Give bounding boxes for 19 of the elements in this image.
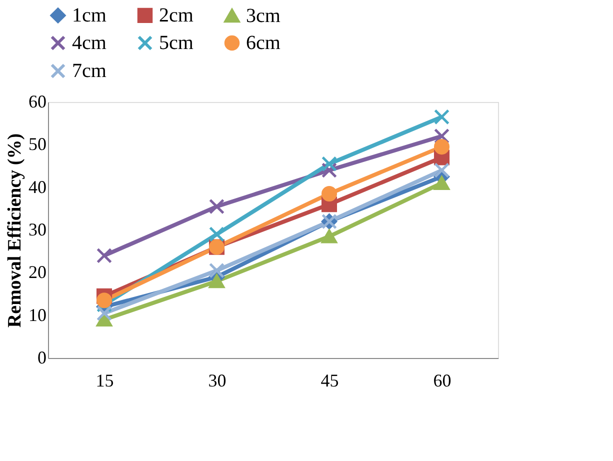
y-tick-label: 0 [38, 348, 46, 368]
x-tick-label: 30 [208, 370, 226, 390]
legend-label: 5cm [159, 32, 194, 54]
y-tick-label: 20 [28, 262, 46, 282]
x-tick-label: 45 [320, 370, 339, 390]
y-tick-label: 40 [28, 176, 46, 197]
legend-label: 2cm [159, 4, 194, 26]
y-tick-label: 30 [28, 220, 46, 240]
y-tick-label: 10 [28, 304, 46, 325]
legend-label: 1cm [72, 4, 107, 26]
legend-label: 6cm [246, 32, 281, 54]
x-tick-label: 15 [96, 370, 114, 390]
x-tick-label: 60 [433, 370, 452, 390]
legend-label: 3cm [246, 4, 281, 27]
legend-label: 4cm [72, 32, 107, 54]
y-axis-title: Removal Efficiency (%) [4, 133, 26, 328]
legend-label: 7cm [72, 60, 107, 82]
y-tick-label: 50 [28, 134, 46, 154]
y-tick-label: 60 [28, 92, 46, 112]
